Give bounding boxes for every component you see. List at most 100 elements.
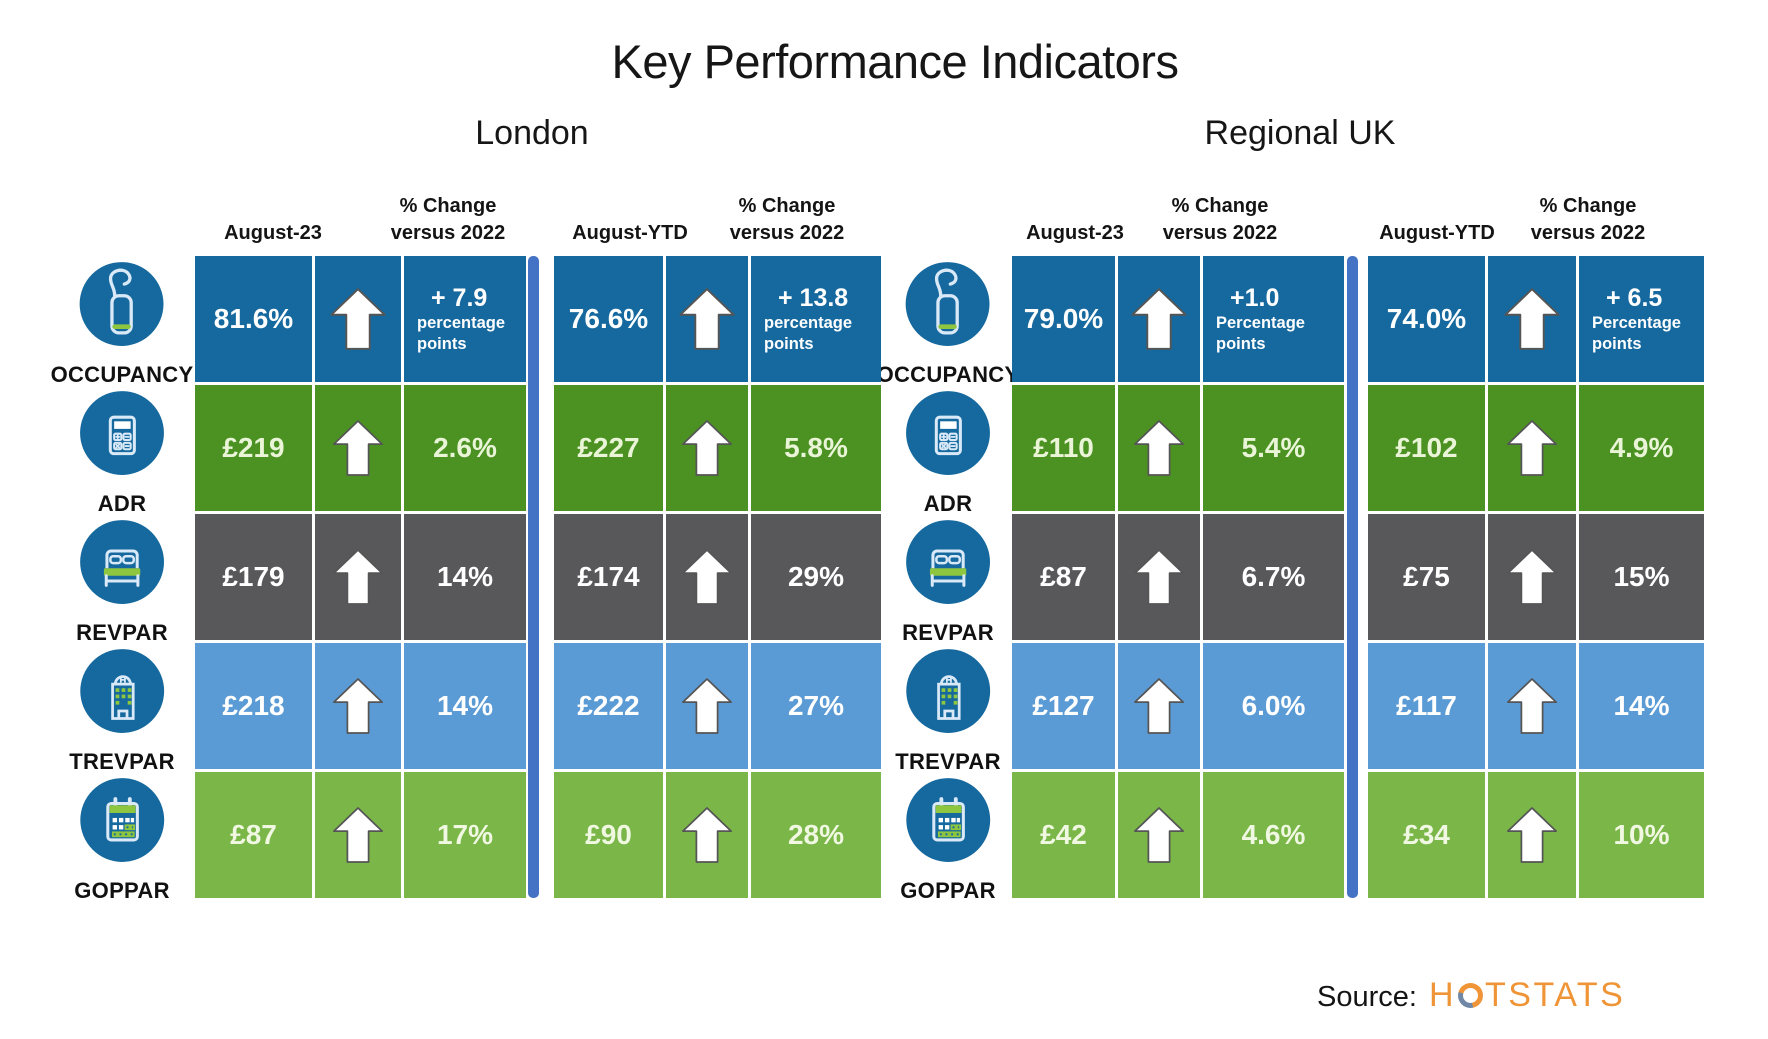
column-header-period: August-23: [1026, 222, 1124, 244]
kpi-table-london-ytd: 76.6% + 13.8 percentage points £227 5.8% £174…: [554, 256, 881, 898]
up-arrow-icon: [682, 549, 732, 605]
kpi-value: £102: [1395, 432, 1458, 463]
up-arrow-icon: [333, 678, 383, 734]
kpi-change-cell: 14%: [1579, 643, 1704, 769]
column-header-change: % Change versus 2022: [391, 193, 506, 247]
kpi-value: 76.6%: [568, 303, 649, 334]
up-arrow-icon: [1507, 549, 1557, 605]
metric-occupancy: OCCUPANCY: [877, 260, 1020, 388]
kpi-arrow-cell: [1488, 256, 1576, 382]
metric-label: REVPAR: [76, 620, 168, 645]
kpi-value: £179: [222, 561, 285, 592]
kpi-change-value: 4.6%: [1241, 819, 1306, 850]
up-arrow-icon: [1134, 678, 1184, 734]
kpi-arrow-cell: [315, 643, 401, 769]
kpi-value: 74.0%: [1386, 303, 1467, 334]
metric-goppar: GOPPAR: [900, 776, 996, 904]
header-line: versus 2022: [1530, 222, 1646, 244]
kpi-change-cell: 2.6%: [404, 385, 526, 511]
occupancy-icon: [906, 262, 990, 346]
kpi-arrow-cell: [1118, 256, 1200, 382]
metric-trevpar: TREVPAR: [895, 647, 1001, 775]
kpi-value-cell: £179: [195, 514, 312, 640]
kpi-value-cell: £110: [1012, 385, 1115, 511]
column-header-period: August-YTD: [1379, 222, 1495, 244]
kpi-change-value: 6.7%: [1241, 561, 1306, 592]
up-arrow-icon: [1134, 807, 1184, 863]
kpi-value: £127: [1032, 690, 1095, 721]
kpi-change-value: + 7.9: [431, 283, 488, 312]
kpi-change-value: 15%: [1613, 561, 1670, 592]
kpi-change-value: + 6.5: [1606, 283, 1663, 312]
section-divider: [1347, 256, 1358, 898]
up-arrow-icon: [1507, 807, 1557, 863]
up-arrow-icon: [1504, 288, 1560, 350]
kpi-value-cell: £218: [195, 643, 312, 769]
kpi-change-value: 29%: [787, 561, 845, 592]
up-arrow-icon: [682, 807, 732, 863]
kpi-change-value: +1.0: [1230, 283, 1280, 312]
kpi-arrow-cell: [1488, 643, 1576, 769]
kpi-value-cell: £90: [554, 772, 663, 898]
kpi-value: £34: [1403, 819, 1450, 850]
kpi-change-unit: Percentage points: [1592, 313, 1681, 353]
brand-letters: TSTATS: [1485, 976, 1626, 1014]
kpi-value-cell: £42: [1012, 772, 1115, 898]
kpi-change-cell: + 13.8 percentage points: [751, 256, 881, 382]
kpi-value-cell: £127: [1012, 643, 1115, 769]
kpi-change-value: 10%: [1613, 819, 1670, 850]
header-line: % Change: [1171, 195, 1269, 217]
up-arrow-icon: [682, 678, 732, 734]
kpi-arrow-cell: [1118, 643, 1200, 769]
kpi-change-unit: Percentage points: [1216, 313, 1305, 353]
goppar-icon: [80, 778, 164, 862]
kpi-value-cell: 79.0%: [1012, 256, 1115, 382]
adr-icon: [80, 391, 164, 475]
metric-revpar: REVPAR: [902, 518, 994, 646]
header-line: % Change: [1539, 195, 1637, 217]
metric-label: OCCUPANCY: [876, 362, 1020, 387]
metric-label: GOPPAR: [900, 878, 996, 903]
metric-label: GOPPAR: [74, 878, 170, 903]
up-arrow-icon: [333, 420, 383, 476]
kpi-change-value: 28%: [787, 819, 845, 850]
kpi-value-cell: £227: [554, 385, 663, 511]
trevpar-icon: [80, 649, 164, 733]
kpi-arrow-cell: [1488, 514, 1576, 640]
kpi-value: £227: [577, 432, 640, 463]
up-arrow-icon: [1134, 420, 1184, 476]
metric-adr: ADR: [78, 389, 166, 517]
metric-icon-column-london: OCCUPANCY ADR REVPAR TREVPAR: [37, 0, 207, 1039]
kpi-change-cell: 5.4%: [1203, 385, 1344, 511]
kpi-value: £218: [222, 690, 285, 721]
revpar-icon: [80, 520, 164, 604]
kpi-value-cell: £219: [195, 385, 312, 511]
kpi-value: £87: [1040, 561, 1087, 592]
kpi-value-cell: £87: [195, 772, 312, 898]
goppar-icon: [906, 778, 990, 862]
kpi-change-cell: 10%: [1579, 772, 1704, 898]
page-title: Key Performance Indicators: [611, 35, 1179, 88]
kpi-arrow-cell: [315, 514, 401, 640]
up-arrow-icon: [333, 807, 383, 863]
kpi-change-cell: 17%: [404, 772, 526, 898]
kpi-value-cell: 81.6%: [195, 256, 312, 382]
kpi-arrow-cell: [315, 772, 401, 898]
kpi-arrow-cell: [1488, 385, 1576, 511]
source-line: Source: H TSTATS: [1317, 976, 1625, 1015]
kpi-value-cell: £174: [554, 514, 663, 640]
metric-icon-column-regional: OCCUPANCY ADR REVPAR TREVPAR: [863, 0, 1033, 1039]
kpi-value: £75: [1403, 561, 1450, 592]
kpi-value: £90: [585, 819, 632, 850]
kpi-change-cell: 28%: [751, 772, 881, 898]
kpi-table-regional-ytd: 74.0% + 6.5 Percentage points £102 4.9% £75 15…: [1368, 256, 1704, 898]
kpi-arrow-cell: [1488, 772, 1576, 898]
up-arrow-icon: [682, 420, 732, 476]
kpi-change-value: 27%: [787, 690, 845, 721]
kpi-change-cell: 4.6%: [1203, 772, 1344, 898]
column-header-period: August-YTD: [572, 222, 688, 244]
up-arrow-icon: [1507, 420, 1557, 476]
metric-goppar: GOPPAR: [74, 776, 170, 904]
kpi-change-value: 14%: [436, 690, 494, 721]
